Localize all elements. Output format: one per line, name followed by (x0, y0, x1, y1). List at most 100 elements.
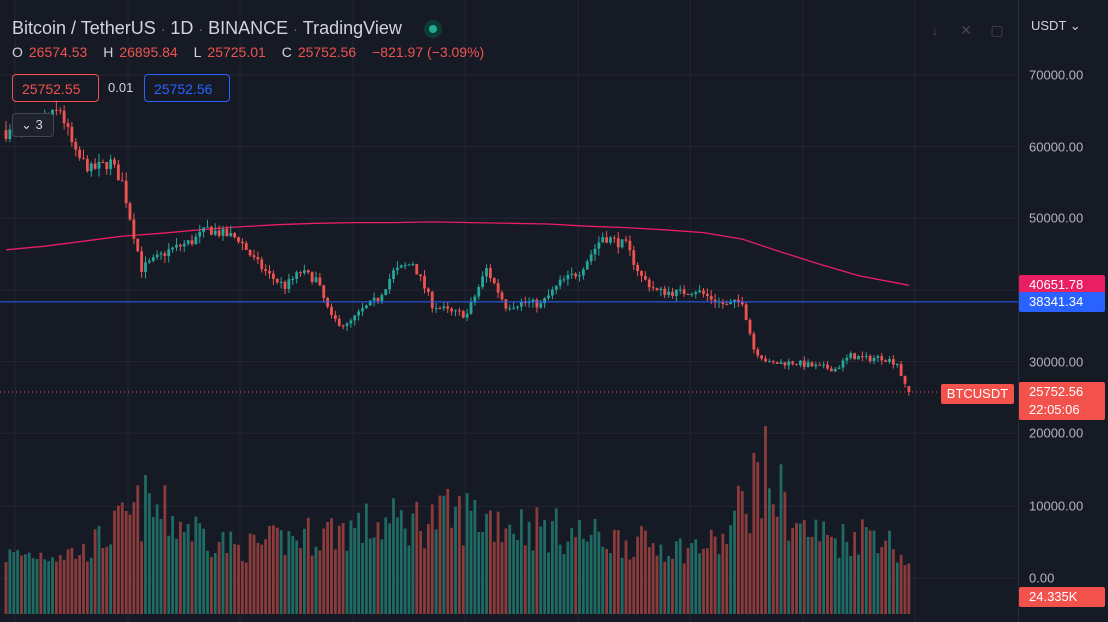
candle-body (469, 302, 473, 314)
volume-bar (43, 559, 47, 614)
candle-body (822, 364, 826, 366)
chevron-down-icon: ⌄ (21, 117, 32, 132)
volume-bar (58, 555, 62, 614)
indicators-toggle-button[interactable]: ⌄ 3 (12, 113, 54, 137)
volume-bar (581, 538, 585, 614)
candle-body (8, 129, 12, 139)
candle-body (461, 311, 465, 318)
candle-body (516, 306, 519, 308)
volume-bar (62, 559, 66, 614)
candle-body (876, 356, 880, 358)
candle-body (330, 306, 333, 316)
sell-button[interactable]: 25752.55 (12, 74, 99, 102)
volume-bar (198, 523, 202, 614)
price-tick-label: 20000.00 (1029, 425, 1084, 441)
volume-bar (903, 565, 907, 614)
volume-bar (66, 549, 70, 614)
candle-body (66, 123, 70, 127)
candle-body (512, 307, 516, 309)
volume-bar (155, 504, 159, 614)
symbol-title[interactable]: Bitcoin / TetherUS · 1D · BINANCE · Trad… (12, 18, 490, 39)
price-lines (0, 301, 1018, 393)
volume-bar (647, 547, 651, 614)
volume-bar (372, 537, 376, 614)
buy-button[interactable]: 25752.56 (144, 74, 230, 102)
volume-bar (616, 530, 620, 614)
open-value: 26574.53 (28, 44, 88, 60)
price-tick-label: 30000.00 (1029, 354, 1084, 370)
candle-body (609, 237, 612, 243)
volume-bar (698, 553, 702, 614)
volume-bar (818, 541, 822, 614)
volume-bar (550, 521, 554, 614)
candle-body (403, 265, 407, 267)
volume-bar (426, 523, 430, 614)
volume-bar (527, 521, 531, 614)
volume-bar (578, 520, 581, 614)
volume-bar (500, 542, 504, 614)
volume-bar (349, 520, 353, 614)
volume-bar (105, 546, 109, 614)
candle-body (252, 255, 256, 258)
volume-bar (601, 546, 605, 614)
price-chart[interactable] (0, 0, 1018, 622)
volume-bar (674, 541, 678, 614)
volume-bar (357, 512, 361, 614)
candle-body (686, 294, 690, 296)
volume-bar (221, 532, 225, 614)
arrow-down-icon[interactable]: ↓ (931, 22, 939, 38)
price-tick-label: 70000.00 (1029, 67, 1084, 83)
candle-body (202, 227, 206, 232)
candle-body (256, 257, 260, 260)
price-axis[interactable]: USDT ⌄ 70000.00 60000.00 50000.00 30000.00 2… (1018, 0, 1108, 622)
candle-body (523, 301, 527, 303)
candle-body (891, 359, 895, 365)
candle-body (124, 180, 128, 204)
candle-body (244, 243, 248, 250)
candle-body (264, 269, 268, 272)
volume-bar (481, 532, 485, 614)
candle-body (504, 299, 508, 309)
volume-bar (326, 521, 330, 614)
volume-bar (895, 562, 899, 614)
volume-bar (330, 518, 333, 614)
moving-average-line (5, 221, 910, 286)
volume-bar (787, 540, 791, 614)
volume-bar (543, 519, 547, 614)
candle-body (709, 295, 713, 300)
candle-body (667, 291, 671, 296)
volume-bar (27, 552, 31, 614)
volume-bar (876, 553, 880, 614)
candle-body (349, 320, 353, 324)
candle-body (736, 299, 740, 302)
volume-bar (659, 544, 663, 614)
volume-bar (531, 550, 535, 614)
candle-body (295, 272, 299, 279)
volume-bar (163, 485, 167, 614)
candle-body (597, 242, 601, 249)
volume-bar (186, 524, 190, 614)
volume-bar (423, 548, 426, 614)
candle-body (302, 270, 306, 273)
candle-body (787, 361, 791, 366)
volume-bar (845, 542, 849, 614)
volume-bar (504, 528, 508, 614)
volume-bar (39, 552, 43, 614)
maximize-icon[interactable]: ▢ (990, 22, 1004, 38)
volume-bar (454, 506, 457, 614)
candle-body (74, 142, 78, 150)
high-key: H (103, 44, 114, 60)
currency-menu[interactable]: USDT ⌄ (1031, 18, 1081, 34)
volume-bar (268, 525, 271, 614)
candle-body (225, 228, 229, 237)
candle-body (283, 281, 287, 289)
collapse-icon[interactable]: ✕ (960, 22, 972, 38)
volume-bar (554, 508, 558, 614)
volume-bar (229, 531, 233, 614)
candle-body (810, 362, 814, 367)
volume-bar (31, 558, 35, 614)
candle-body (694, 292, 698, 294)
change-value: −821.97 (−3.09%) (372, 44, 485, 60)
candle-body (864, 355, 868, 357)
candle-body (240, 241, 244, 244)
